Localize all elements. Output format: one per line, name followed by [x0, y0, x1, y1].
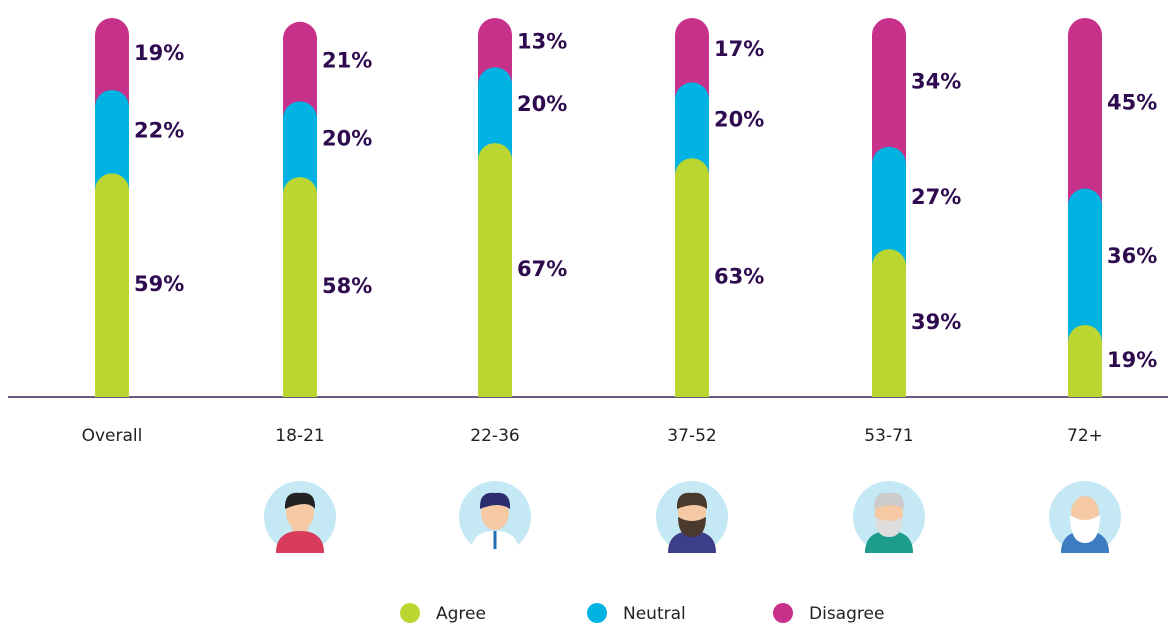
value-label: 13% [517, 30, 567, 54]
value-label: 21% [322, 49, 372, 73]
x-tick-label: 18-21 [275, 426, 324, 446]
value-label: 20% [322, 126, 372, 150]
x-tick-label: 22-36 [470, 426, 519, 446]
legend-swatch [773, 603, 793, 623]
x-tick-label: 37-52 [667, 426, 716, 446]
avatar [459, 481, 531, 553]
legend-swatch [587, 603, 607, 623]
x-tick-label: 72+ [1067, 426, 1103, 446]
legend-label: Neutral [623, 604, 686, 624]
x-tick-label: Overall [82, 426, 143, 446]
chart: 59% 22% 19% Overall 58% 20% 21% 18-21 67% 20% 13% 2… [0, 0, 1176, 630]
bar-segment [95, 173, 129, 397]
value-label: 39% [911, 310, 961, 334]
bar-segment [478, 143, 512, 397]
value-label: 58% [322, 274, 372, 298]
value-label: 36% [1107, 244, 1157, 268]
value-label: 45% [1107, 90, 1157, 114]
value-label: 63% [714, 265, 764, 289]
value-label: 22% [134, 119, 184, 143]
value-label: 19% [1107, 348, 1157, 372]
bar-segment [1068, 325, 1102, 397]
legend-label: Disagree [809, 604, 884, 624]
avatars [264, 481, 1121, 553]
value-label: 20% [714, 107, 764, 131]
avatar [853, 481, 925, 553]
x-tick-label: 53-71 [864, 426, 913, 446]
value-label: 17% [714, 37, 764, 61]
bar-segment [283, 177, 317, 397]
value-label: 59% [134, 272, 184, 296]
legend-swatch [400, 603, 420, 623]
avatar [656, 481, 728, 553]
legend-label: Agree [436, 604, 486, 624]
bar-segment [872, 249, 906, 397]
avatar [1049, 481, 1121, 553]
value-label: 34% [911, 69, 961, 93]
value-label: 27% [911, 185, 961, 209]
avatar [264, 481, 336, 553]
value-label: 20% [517, 92, 567, 116]
bar-segment [675, 158, 709, 397]
value-label: 19% [134, 41, 184, 65]
value-label: 67% [517, 257, 567, 281]
